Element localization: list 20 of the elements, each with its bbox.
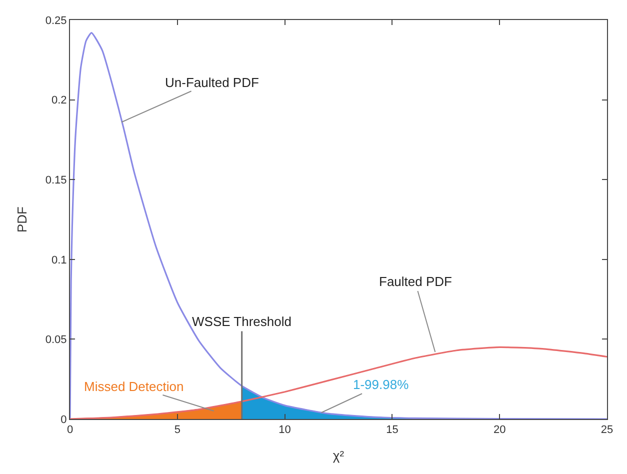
x-tick-label: 5 — [174, 424, 180, 436]
y-tick-label: 0.2 — [52, 94, 67, 107]
y-tick-label: 0 — [60, 414, 67, 426]
y-tick-label: 0.05 — [45, 334, 67, 346]
ref-line-label: WSSE Threshold — [192, 314, 292, 329]
line-series — [70, 346, 607, 419]
annotation: 1-99.98% — [353, 377, 410, 392]
line-series — [70, 32, 607, 419]
y-tick-label: 0.15 — [45, 174, 67, 186]
x-axis-title: χ² — [332, 448, 345, 463]
x-tick-label: 20 — [493, 424, 506, 436]
annotation: Missed Detection — [84, 379, 184, 394]
x-tick-label: 25 — [600, 424, 614, 436]
y-tick-label: 0.25 — [45, 14, 67, 27]
y-axis-title: PDF — [14, 206, 30, 232]
y-tick-label: 0.1 — [52, 254, 67, 266]
annotation: Faulted PDF — [379, 274, 452, 289]
annotation: Un-Faulted PDF — [165, 75, 259, 90]
x-tick-label: 10 — [278, 424, 291, 436]
x-tick-label: 15 — [386, 424, 398, 436]
